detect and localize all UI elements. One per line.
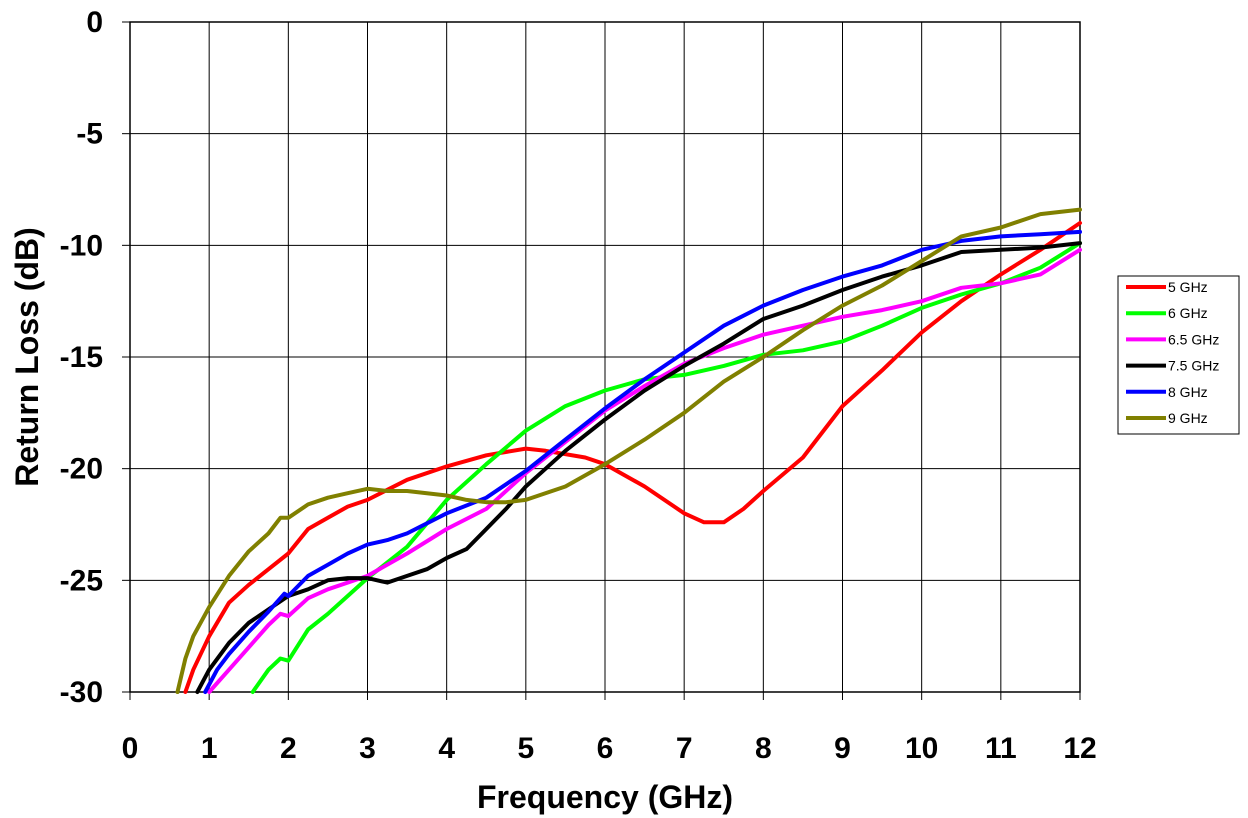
legend-label: 8 GHz — [1168, 384, 1208, 400]
x-tick-label: 6 — [597, 732, 614, 765]
legend: 5 GHz 6 GHz 6.5 GHz 7.5 GHz 8 GHz 9 GHz — [1126, 279, 1219, 426]
series-line-6-ghz — [250, 241, 1082, 694]
x-tick-label: 8 — [755, 732, 772, 765]
x-axis-title: Frequency (GHz) — [477, 779, 733, 815]
x-tick-label: 11 — [985, 732, 1017, 765]
series-line-5-ghz — [183, 221, 1082, 694]
y-tick-label: -15 — [60, 341, 103, 374]
x-tick-label: 5 — [517, 732, 534, 765]
y-tick-labels: 0 -5 -10 -15 -20 -25 -30 — [60, 6, 103, 709]
y-tick-label: -30 — [60, 676, 103, 709]
series-line-8-ghz — [203, 229, 1082, 694]
x-tick-label: 12 — [1063, 732, 1096, 765]
y-tick-label: -5 — [76, 118, 103, 151]
x-tick-label: 0 — [122, 732, 139, 765]
y-tick-label: 0 — [86, 6, 103, 39]
x-tick-label: 9 — [834, 732, 851, 765]
legend-label: 5 GHz — [1168, 279, 1208, 295]
series-group — [175, 207, 1082, 694]
y-tick-label: -10 — [60, 229, 103, 262]
x-tick-label: 1 — [201, 732, 218, 765]
legend-label: 9 GHz — [1168, 410, 1208, 426]
x-tick-label: 2 — [280, 732, 297, 765]
y-tick-label: -25 — [60, 564, 103, 597]
x-tick-labels: 0 1 2 3 4 5 6 7 8 9 10 11 12 — [122, 732, 1097, 765]
x-tick-label: 3 — [359, 732, 376, 765]
y-axis-title: Return Loss (dB) — [9, 227, 45, 487]
y-tick-label: -20 — [60, 453, 103, 486]
legend-box — [1117, 275, 1240, 435]
legend-label: 6 GHz — [1168, 305, 1208, 321]
legend-label: 6.5 GHz — [1168, 331, 1219, 347]
x-tick-label: 10 — [905, 732, 938, 765]
x-tick-label: 4 — [438, 732, 455, 765]
x-tick-label: 7 — [676, 732, 693, 765]
series-line-9-ghz — [175, 207, 1082, 694]
series-line-7-5-ghz — [195, 241, 1082, 694]
legend-label: 7.5 GHz — [1168, 358, 1219, 374]
